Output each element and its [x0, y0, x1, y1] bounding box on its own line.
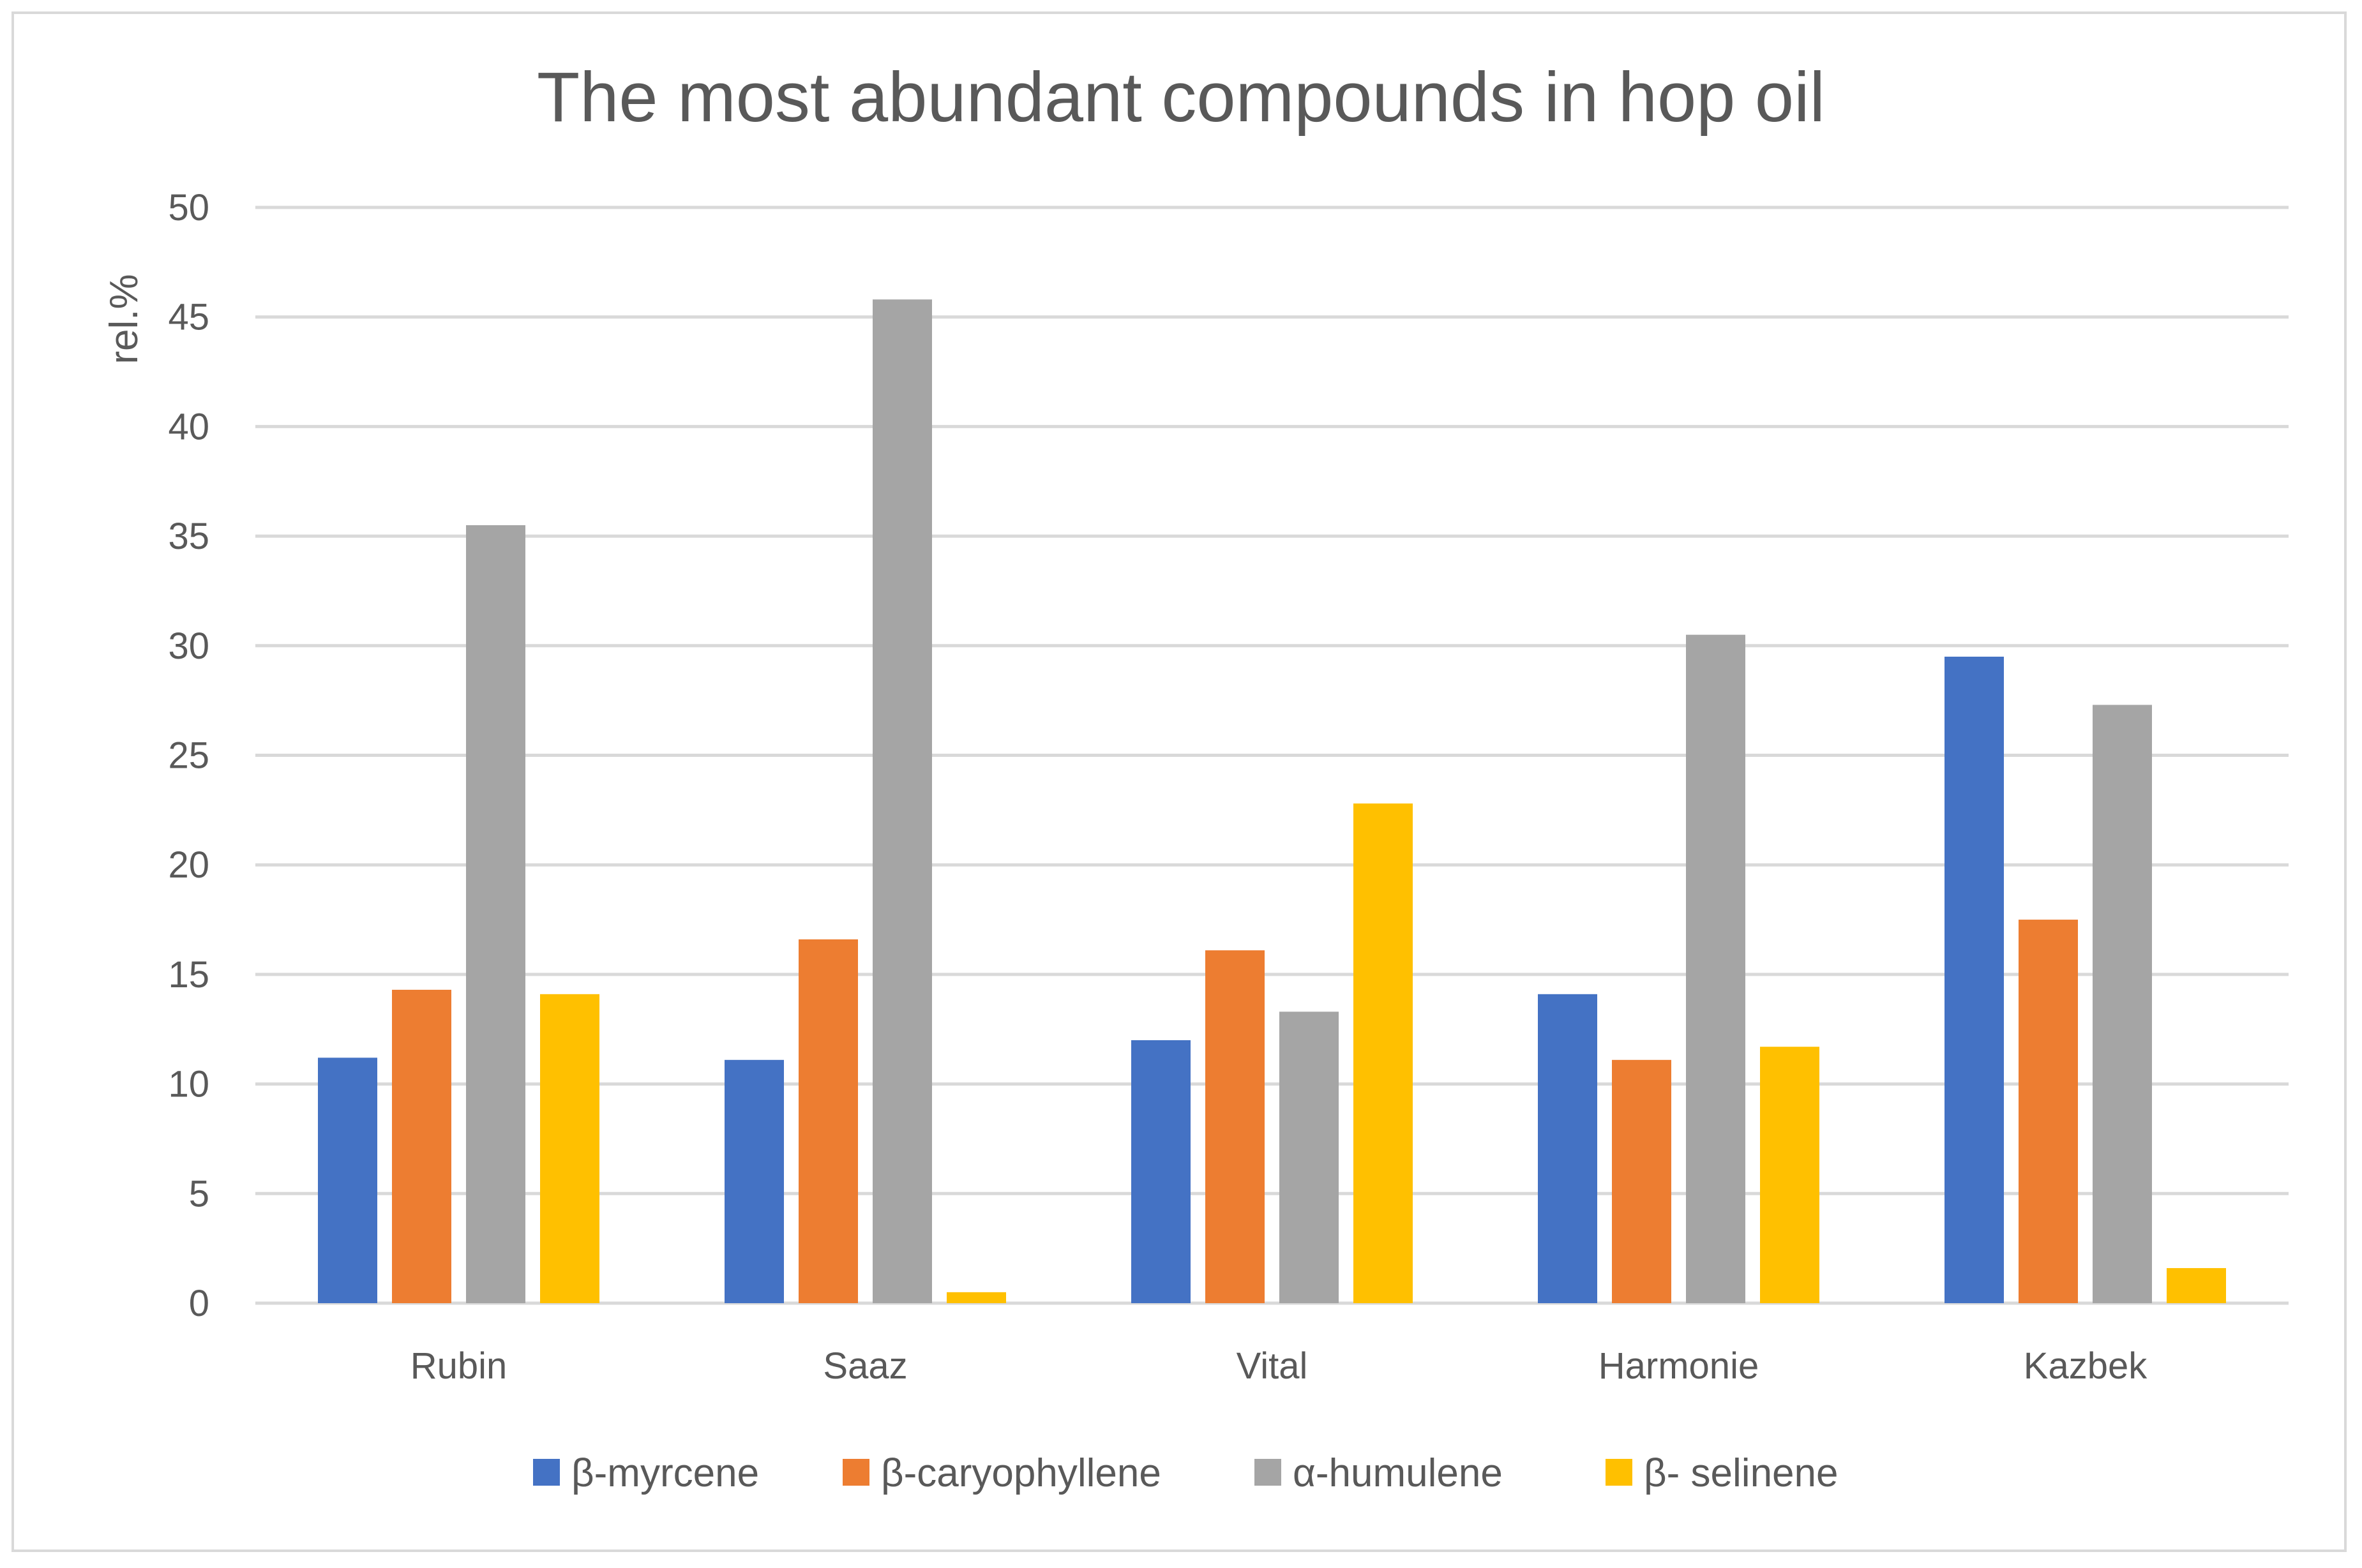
y-axis-ticks: 0 5 10 15 20 25 30 35 40 45 50: [168, 187, 209, 1324]
x-tick-label: Vital: [1237, 1345, 1308, 1387]
bar: [1945, 656, 2004, 1303]
legend-label: β-myrcene: [571, 1451, 759, 1495]
y-tick-label: 5: [189, 1173, 209, 1214]
bar: [1612, 1059, 1671, 1303]
legend-swatch: [1606, 1459, 1632, 1486]
bar: [1353, 803, 1413, 1303]
y-tick-label: 0: [189, 1283, 209, 1324]
y-tick-label: 10: [168, 1064, 209, 1105]
legend-label: β-caryophyllene: [881, 1451, 1161, 1495]
bar: [1205, 950, 1265, 1303]
bars: [318, 299, 2226, 1304]
bar: [392, 989, 451, 1303]
x-tick-label: Rubin: [410, 1345, 508, 1387]
y-tick-label: 15: [168, 954, 209, 996]
bar: [1279, 1012, 1339, 1303]
x-tick-label: Kazbek: [2024, 1345, 2148, 1387]
legend-label: α-humulene: [1293, 1451, 1503, 1495]
y-tick-label: 45: [168, 297, 209, 338]
legend-swatch: [533, 1459, 560, 1486]
legend-swatch: [843, 1459, 869, 1486]
x-axis-ticks: Rubin Saaz Vital Harmonie Kazbek: [410, 1345, 2148, 1387]
bar: [1538, 994, 1597, 1303]
bar: [725, 1059, 784, 1303]
bar: [2093, 705, 2152, 1303]
legend: β-myrcene β-caryophyllene α-humulene β- sel…: [533, 1451, 1839, 1495]
y-axis-title: rel.%: [102, 274, 146, 364]
bar: [873, 299, 932, 1303]
y-tick-label: 50: [168, 187, 209, 228]
legend-label: β- selinene: [1644, 1451, 1839, 1495]
x-tick-label: Harmonie: [1598, 1345, 1759, 1387]
bar: [2019, 920, 2078, 1303]
y-tick-label: 35: [168, 516, 209, 557]
x-tick-label: Saaz: [823, 1345, 907, 1387]
bar: [1760, 1047, 1819, 1303]
y-tick-label: 30: [168, 625, 209, 667]
bar: [318, 1057, 377, 1303]
y-tick-label: 40: [168, 406, 209, 447]
chart-title: The most abundant compounds in hop oil: [537, 58, 1825, 137]
bar: [466, 525, 525, 1304]
bar: [799, 939, 858, 1303]
bar: [947, 1292, 1006, 1303]
y-tick-label: 25: [168, 735, 209, 777]
bar: [2167, 1268, 2226, 1303]
bar: [1131, 1040, 1191, 1303]
bar: [540, 994, 599, 1303]
y-tick-label: 20: [168, 844, 209, 886]
bar: [1686, 634, 1745, 1303]
legend-swatch: [1254, 1459, 1281, 1486]
